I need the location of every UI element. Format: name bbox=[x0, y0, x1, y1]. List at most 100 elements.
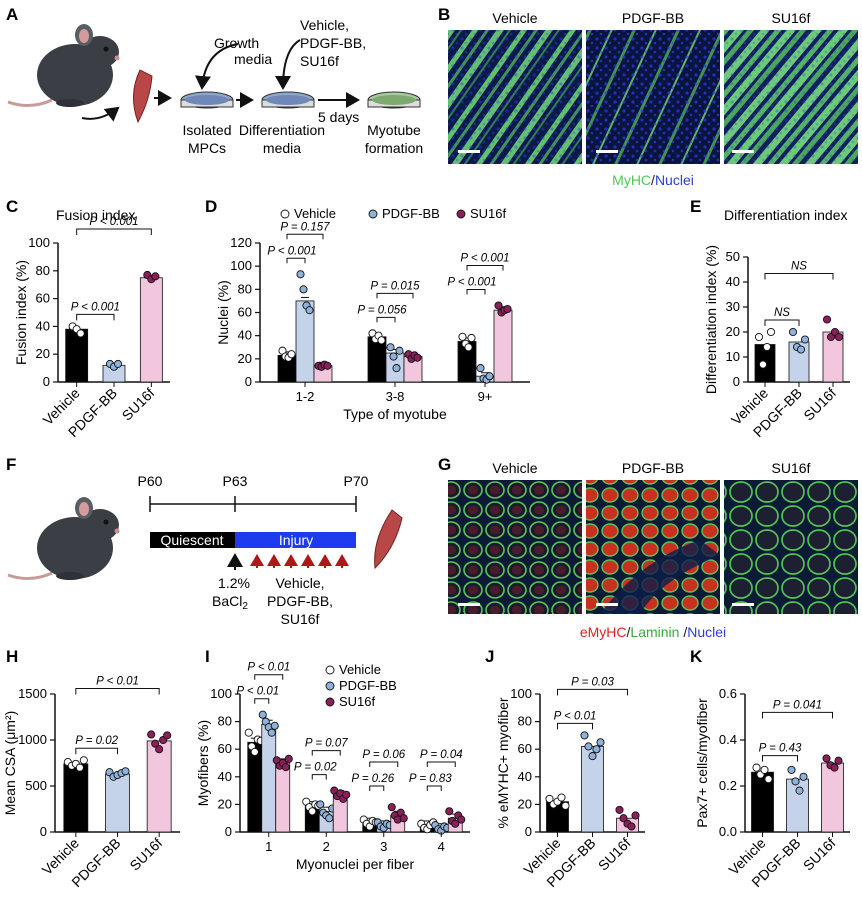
days-label: 5 days bbox=[318, 109, 359, 125]
panel-letter: D bbox=[205, 197, 217, 216]
data-point bbox=[830, 763, 839, 772]
bar bbox=[105, 773, 130, 833]
data-point bbox=[299, 285, 308, 294]
y-axis-label: Myofibers (%) bbox=[195, 720, 211, 806]
significance-bracket bbox=[76, 228, 152, 235]
p-value-label: P = 0.43 bbox=[759, 743, 802, 755]
significance-bracket bbox=[762, 711, 833, 719]
significance-bracket bbox=[762, 755, 798, 762]
data-point bbox=[762, 342, 772, 352]
data-point bbox=[316, 800, 325, 809]
significance-bracket bbox=[254, 698, 270, 704]
significance-bracket bbox=[764, 273, 834, 280]
p-value-label: P = 0.26 bbox=[351, 773, 394, 785]
chart-d: D 0 20 40 60 80 100 120 Nuclei (%) 1-2 3-8 9+ Type o… bbox=[205, 197, 530, 422]
treatment-label-2: PDGF-BB, bbox=[267, 593, 333, 609]
isolated-label-1: Isolated bbox=[182, 122, 231, 138]
chart-c: C Fusion index 0 20 40 60 80 100 Fusion index (%… bbox=[6, 197, 170, 440]
panel-letter: I bbox=[205, 647, 210, 666]
data-point bbox=[561, 801, 570, 810]
p-value-label: P < 0.001 bbox=[447, 277, 496, 289]
treatment-label-1: Vehicle, bbox=[300, 17, 349, 33]
bacl2-label-2: BaCl2 bbox=[212, 593, 248, 612]
micrograph-pdgf bbox=[586, 30, 720, 164]
y-tick-label: 0.4 bbox=[719, 732, 737, 747]
significance-bracket bbox=[466, 289, 486, 295]
x-tick-label: 1 bbox=[265, 839, 272, 854]
p-value-label: P = 0.02 bbox=[294, 762, 337, 774]
data-point bbox=[596, 738, 605, 747]
p-value-label: P = 0.03 bbox=[571, 676, 614, 688]
legend-label: SU16f bbox=[339, 694, 376, 709]
y-tick-label: 0.2 bbox=[719, 778, 737, 793]
bacl2-label-1: 1.2% bbox=[218, 575, 250, 591]
injury-label: Injury bbox=[279, 532, 313, 548]
treatment-label-3: SU16f bbox=[300, 53, 339, 69]
chart-title: Differentiation index bbox=[724, 207, 847, 223]
significance-bracket bbox=[369, 761, 399, 767]
y-tick-label: 500 bbox=[25, 778, 47, 793]
significance-bracket bbox=[369, 785, 385, 791]
x-tick-label: 3-8 bbox=[386, 389, 405, 404]
data-point bbox=[458, 332, 467, 341]
x-tick-label: SU16f bbox=[800, 835, 839, 874]
data-point bbox=[485, 372, 494, 381]
data-point bbox=[121, 767, 130, 776]
legend-marker bbox=[325, 681, 335, 691]
data-point bbox=[799, 772, 808, 781]
data-point bbox=[270, 721, 279, 730]
y-tick-label: 100 bbox=[28, 235, 50, 250]
y-axis-label: Mean CSA (μm²) bbox=[2, 711, 18, 816]
x-tick-label: 1-2 bbox=[296, 389, 315, 404]
micrograph-su16f bbox=[724, 480, 858, 614]
y-tick-label: 100 bbox=[510, 686, 532, 701]
x-tick-label: SU16f bbox=[595, 835, 634, 874]
panel-letter: K bbox=[690, 647, 703, 666]
stain-myhc: MyHC bbox=[612, 172, 651, 188]
petri-dish-differentiation bbox=[261, 91, 315, 109]
y-tick-label: 100 bbox=[230, 258, 252, 273]
bar bbox=[65, 328, 89, 383]
p-value-label: NS bbox=[774, 307, 790, 319]
treatment-label-1: Vehicle, bbox=[275, 575, 324, 591]
micrograph-vehicle bbox=[448, 30, 582, 164]
y-tick-label: 40 bbox=[218, 769, 232, 784]
y-tick-label: 10 bbox=[726, 349, 740, 364]
data-point bbox=[287, 350, 296, 359]
timepoint-p63: P63 bbox=[223, 473, 248, 489]
data-point bbox=[323, 361, 332, 370]
bar bbox=[786, 778, 809, 833]
data-point bbox=[284, 754, 293, 763]
significance-bracket bbox=[376, 316, 396, 323]
myotube-label-1: Myotube bbox=[367, 122, 421, 138]
differentiation-label-1: Differentiation bbox=[239, 122, 325, 138]
muscle-icon bbox=[374, 509, 403, 570]
bar bbox=[261, 723, 277, 833]
p-value-label: P = 0.04 bbox=[420, 749, 463, 761]
chart-i: I 0 20 40 60 80 100 Myofibers (%) 1 2 3 4 Myonuclei … bbox=[195, 647, 470, 872]
data-point bbox=[342, 790, 351, 799]
x-tick-label: 3 bbox=[380, 839, 387, 854]
p-value-label: P = 0.06 bbox=[362, 749, 405, 761]
legend-marker bbox=[368, 209, 378, 219]
data-point bbox=[244, 728, 253, 737]
y-tick-label: 0 bbox=[525, 824, 532, 839]
data-point bbox=[387, 803, 396, 812]
y-tick-label: 40 bbox=[518, 769, 532, 784]
y-tick-label: 20 bbox=[36, 346, 50, 361]
bar bbox=[139, 277, 163, 383]
significance-bracket bbox=[557, 688, 628, 696]
data-point bbox=[258, 710, 267, 719]
bar bbox=[493, 309, 513, 383]
legend-label: PDGF-BB bbox=[382, 206, 440, 221]
significance-bracket bbox=[764, 319, 800, 326]
y-axis-label: % eMYHC+ myofiber bbox=[495, 697, 511, 828]
legend-marker bbox=[456, 209, 466, 219]
significance-bracket bbox=[426, 761, 456, 767]
data-point bbox=[147, 730, 156, 739]
data-point bbox=[627, 822, 636, 831]
legend-marker bbox=[280, 209, 290, 219]
data-point bbox=[467, 333, 476, 343]
